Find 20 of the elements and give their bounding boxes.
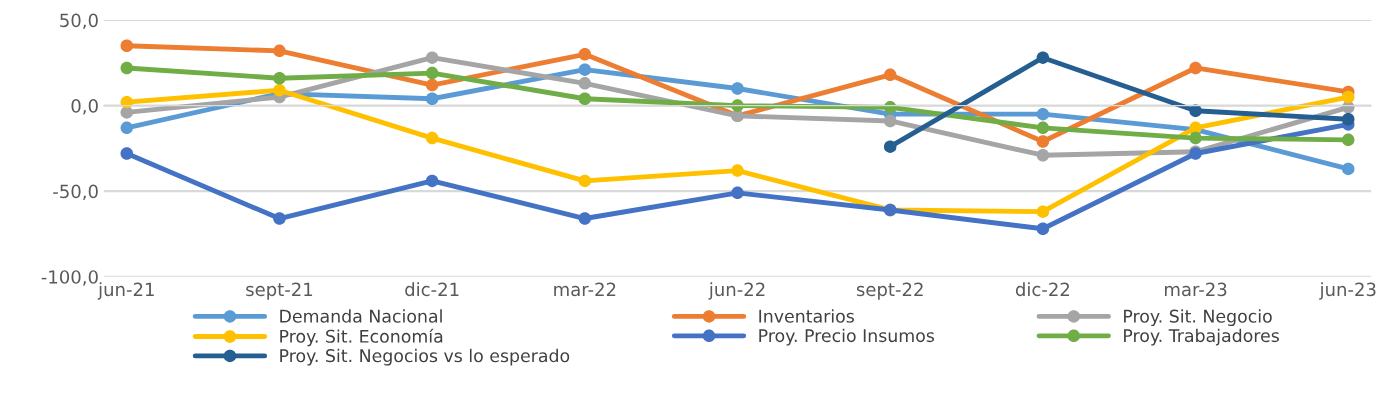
x-tick-label: dic-21	[405, 282, 459, 297]
x-tick-label: jun-23	[1319, 282, 1376, 300]
legend-label: Demanda Nacional	[280, 309, 442, 323]
legend-label: Proy. Precio Insumos	[759, 328, 935, 346]
legend-label: Inventarios	[759, 309, 854, 323]
legend-label: Proy. Trabajadores	[1124, 328, 1279, 346]
x-tick-label: mar-22	[554, 282, 616, 297]
x-tick-label: jun-22	[708, 282, 765, 300]
y-tick-label: -100,0	[41, 270, 98, 286]
x-tick-label: mar-23	[1165, 282, 1227, 297]
x-tick-label: dic-22	[1015, 282, 1070, 297]
x-tick-label: sept-22	[856, 282, 923, 300]
legend-label: Proy. Sit. Economía	[280, 328, 443, 347]
x-tick-label: sept-21	[246, 282, 313, 300]
legend-label: Proy. Sit. Negocios vs lo esperado	[280, 348, 570, 366]
y-tick-label: -50,0	[53, 184, 98, 201]
x-tick-label: jun-21	[97, 282, 154, 300]
legend-label: Proy. Sit. Negocio	[1124, 309, 1272, 327]
y-tick-label: 50,0	[60, 13, 98, 30]
y-tick-label: 0,0	[71, 99, 98, 115]
